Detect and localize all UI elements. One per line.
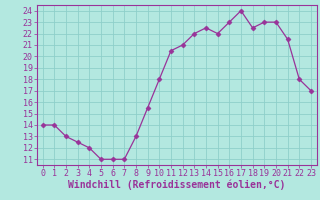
X-axis label: Windchill (Refroidissement éolien,°C): Windchill (Refroidissement éolien,°C) [68,180,285,190]
